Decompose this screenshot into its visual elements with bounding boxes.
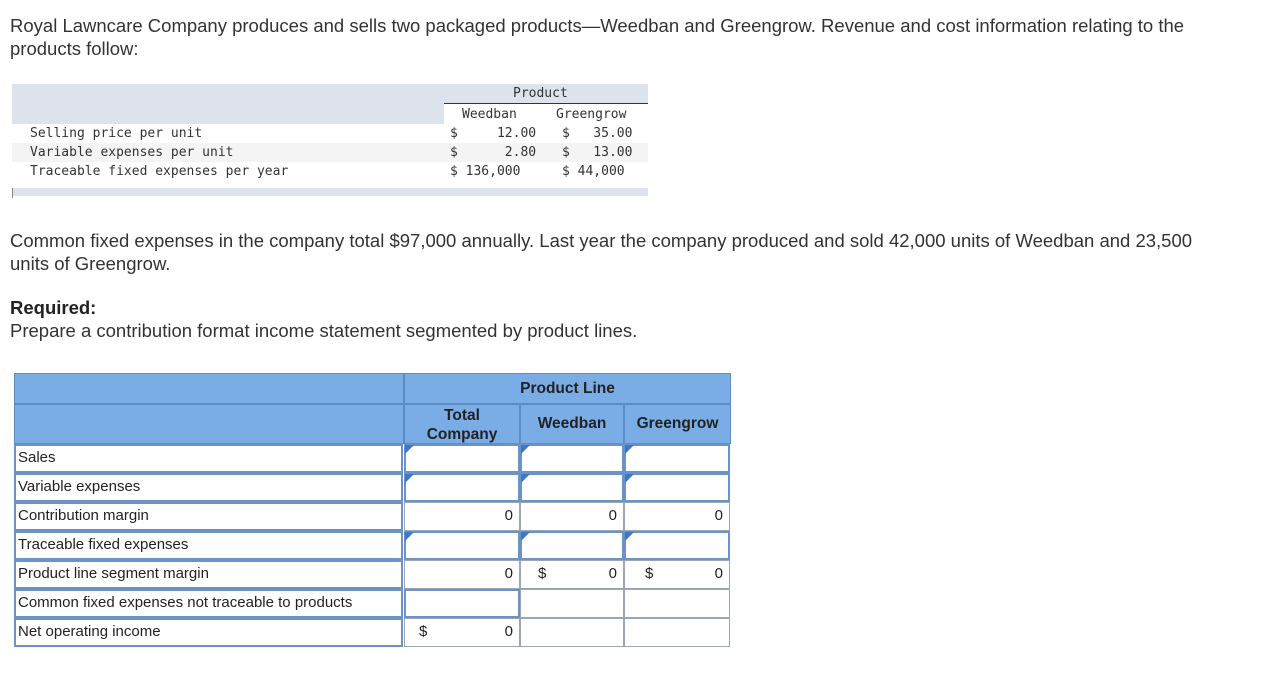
empty-cell: [520, 618, 624, 647]
empty-cell: [624, 618, 730, 647]
table-footer-band: [12, 188, 648, 196]
greengrow-header: Greengrow: [624, 404, 731, 444]
weedban-value: $ 2.80: [450, 145, 537, 160]
product-line-header: Product Line: [404, 373, 731, 404]
traceable-weedban-input[interactable]: [520, 531, 624, 560]
table-row: [12, 162, 648, 181]
segment-margin-label: Product line segment margin: [14, 560, 403, 589]
cm-greengrow-cell: 0: [624, 502, 730, 531]
traceable-fixed-label: Traceable fixed expenses: [14, 531, 403, 560]
row-label: Variable expenses per unit: [30, 145, 234, 160]
dollar-sign: $: [645, 565, 654, 582]
row-label: Traceable fixed expenses per year: [30, 164, 289, 179]
ni-total-cell: $0: [404, 618, 520, 647]
intro-paragraph: Royal Lawncare Company produces and sell…: [10, 15, 1185, 59]
row-label: Selling price per unit: [30, 126, 203, 141]
input-marker-icon: [625, 532, 634, 541]
sales-total-input[interactable]: [404, 444, 520, 473]
table-header-band: [12, 84, 444, 124]
dollar-sign: $: [538, 565, 547, 582]
input-marker-icon: [625, 445, 634, 454]
sm-greengrow-value: 0: [714, 565, 723, 582]
table-row: [12, 143, 648, 162]
greengrow-value: $ 13.00: [562, 145, 633, 160]
ni-total-value: 0: [504, 623, 513, 640]
table-row: [12, 124, 648, 143]
common-fixed-label: Common fixed expenses not traceable to p…: [14, 589, 403, 618]
input-marker-icon: [521, 474, 530, 483]
greengrow-value: $ 35.00: [562, 126, 633, 141]
header-divider: [444, 103, 648, 104]
sm-total-value: 0: [504, 565, 513, 582]
input-marker-icon: [521, 445, 530, 454]
required-heading: Required:: [10, 297, 97, 318]
sales-greengrow-input[interactable]: [624, 444, 730, 473]
input-marker-icon: [405, 445, 414, 454]
input-marker-icon: [521, 532, 530, 541]
greengrow-col-header: Greengrow: [556, 107, 627, 122]
required-text: Prepare a contribution format income sta…: [10, 320, 638, 341]
traceable-total-input[interactable]: [404, 531, 520, 560]
total-company-header: Total Company: [404, 404, 520, 444]
weedban-value: $ 136,000: [450, 164, 521, 179]
common-fixed-paragraph: Common fixed expenses in the company tot…: [10, 230, 1193, 274]
sales-label: Sales: [14, 444, 403, 473]
sm-greengrow-cell: $0: [624, 560, 730, 589]
divider: [12, 188, 13, 198]
weedban-value: $ 12.00: [450, 126, 537, 141]
empty-cell: [624, 589, 730, 618]
variable-expenses-label: Variable expenses: [14, 473, 403, 502]
weedban-header: Weedban: [520, 404, 624, 444]
weedban-col-header: Weedban: [462, 107, 517, 122]
greengrow-value: $ 44,000: [562, 164, 625, 179]
product-group-header: Product: [513, 86, 568, 101]
header-blank: [14, 404, 404, 444]
sm-weedban-value: 0: [608, 565, 617, 582]
cm-greengrow-value: 0: [714, 507, 723, 524]
contribution-margin-label: Contribution margin: [14, 502, 403, 531]
cm-weedban-value: 0: [608, 507, 617, 524]
input-marker-icon: [405, 532, 414, 541]
sm-weedban-cell: $0: [520, 560, 624, 589]
empty-cell: [520, 589, 624, 618]
input-marker-icon: [405, 474, 414, 483]
product-info-table: Product Weedban Greengrow Selling price …: [12, 84, 648, 198]
cm-total-cell: 0: [404, 502, 520, 531]
header-blank: [14, 373, 404, 404]
cm-weedban-cell: 0: [520, 502, 624, 531]
dollar-sign: $: [419, 623, 428, 640]
variable-weedban-input[interactable]: [520, 473, 624, 502]
net-income-label: Net operating income: [14, 618, 403, 647]
common-fixed-total-input[interactable]: [404, 589, 520, 618]
sm-total-cell: 0: [404, 560, 520, 589]
table-header-band: [444, 84, 648, 104]
variable-greengrow-input[interactable]: [624, 473, 730, 502]
input-marker-icon: [625, 474, 634, 483]
sales-weedban-input[interactable]: [520, 444, 624, 473]
cm-total-value: 0: [504, 507, 513, 524]
total-company-label: Total Company: [426, 407, 498, 443]
traceable-greengrow-input[interactable]: [624, 531, 730, 560]
variable-total-input[interactable]: [404, 473, 520, 502]
